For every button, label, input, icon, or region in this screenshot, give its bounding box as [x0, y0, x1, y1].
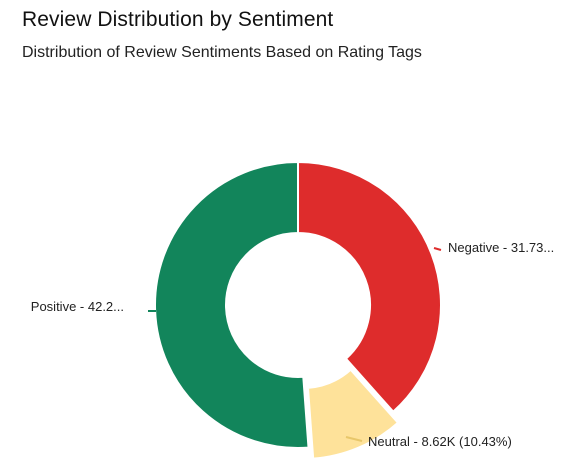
slice-label-neutral: Neutral - 8.62K (10.43%)	[368, 434, 512, 449]
slice-label-negative: Negative - 31.73...	[448, 240, 554, 255]
slice-negative[interactable]	[297, 160, 442, 414]
slice-label-positive: Positive - 42.2...	[31, 299, 124, 314]
label-connector-negative	[433, 247, 442, 251]
label-connector-neutral	[345, 436, 363, 442]
chart-subtitle: Distribution of Review Sentiments Based …	[22, 44, 422, 61]
chart-title: Review Distribution by Sentiment	[22, 8, 334, 31]
slice-neutral[interactable]	[306, 368, 400, 460]
slice-positive[interactable]	[154, 160, 310, 449]
